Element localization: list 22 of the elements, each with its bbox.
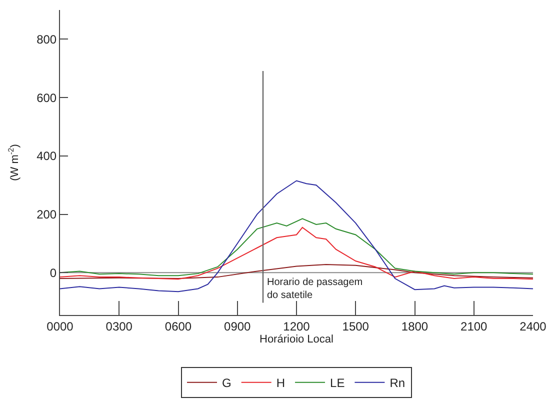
- y-tick-label: 800: [36, 32, 57, 46]
- x-tick-label: 1800: [401, 319, 428, 334]
- y-tick-label: 0: [50, 266, 57, 280]
- legend-label: LE: [330, 376, 345, 390]
- y-tick-label: 600: [36, 90, 57, 105]
- line-series: [60, 180, 533, 292]
- x-tick-label: 0600: [164, 319, 192, 334]
- line-series: [60, 264, 533, 280]
- x-tick-label: 0900: [224, 319, 252, 334]
- x-axis-title: Horárioio Local: [260, 334, 334, 346]
- x-tick-label: 0300: [106, 319, 133, 334]
- legend-label: G: [222, 376, 232, 390]
- x-tick-label: 0000: [46, 319, 74, 334]
- x-tick-label: 2100: [460, 319, 488, 334]
- x-tick-label: 2400: [520, 319, 547, 334]
- legend-label: Rn: [390, 376, 406, 390]
- legend-label: H: [276, 376, 286, 390]
- ref-line-label: Horario de passagem do satetile: [267, 277, 363, 301]
- y-tick-label: 200: [36, 208, 57, 222]
- x-tick-label: 1200: [283, 319, 310, 334]
- y-tick-label: 400: [36, 149, 57, 164]
- x-tick-label: 1500: [342, 319, 370, 334]
